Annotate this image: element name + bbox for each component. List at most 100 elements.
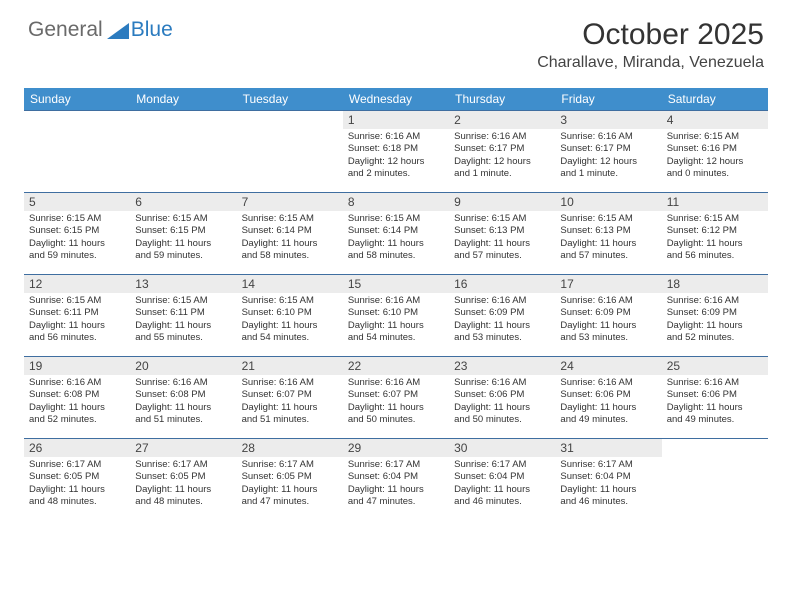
- day-info: Sunrise: 6:15 AMSunset: 6:16 PMDaylight:…: [662, 129, 768, 184]
- day-info: Sunrise: 6:15 AMSunset: 6:13 PMDaylight:…: [449, 211, 555, 266]
- day-info-line: Daylight: 11 hours: [242, 484, 338, 496]
- day-of-week-header: Friday: [555, 88, 661, 111]
- day-info-line: Sunrise: 6:16 AM: [560, 131, 656, 143]
- day-number: 7: [237, 193, 343, 211]
- day-info-line: Daylight: 11 hours: [560, 484, 656, 496]
- day-info-line: Sunset: 6:11 PM: [135, 307, 231, 319]
- day-info-line: Daylight: 11 hours: [667, 320, 763, 332]
- day-info-line: Daylight: 11 hours: [560, 402, 656, 414]
- day-info-line: Sunset: 6:17 PM: [560, 143, 656, 155]
- calendar-cell: 12Sunrise: 6:15 AMSunset: 6:11 PMDayligh…: [24, 275, 130, 357]
- day-info-line: and 57 minutes.: [454, 250, 550, 262]
- day-info-line: Sunrise: 6:16 AM: [348, 131, 444, 143]
- day-info-line: Sunrise: 6:15 AM: [135, 213, 231, 225]
- day-info-line: Sunset: 6:04 PM: [348, 471, 444, 483]
- calendar-cell: [662, 439, 768, 521]
- calendar-week-row: 1Sunrise: 6:16 AMSunset: 6:18 PMDaylight…: [24, 111, 768, 193]
- day-info-line: and 46 minutes.: [560, 496, 656, 508]
- calendar-cell: 31Sunrise: 6:17 AMSunset: 6:04 PMDayligh…: [555, 439, 661, 521]
- day-info-line: and 2 minutes.: [348, 168, 444, 180]
- day-number: 14: [237, 275, 343, 293]
- calendar-cell: 30Sunrise: 6:17 AMSunset: 6:04 PMDayligh…: [449, 439, 555, 521]
- day-number: 23: [449, 357, 555, 375]
- calendar-cell: [130, 111, 236, 193]
- day-info-line: Sunset: 6:18 PM: [348, 143, 444, 155]
- day-info-line: and 47 minutes.: [242, 496, 338, 508]
- calendar-week-row: 12Sunrise: 6:15 AMSunset: 6:11 PMDayligh…: [24, 275, 768, 357]
- day-info: Sunrise: 6:16 AMSunset: 6:10 PMDaylight:…: [343, 293, 449, 348]
- day-info: Sunrise: 6:17 AMSunset: 6:04 PMDaylight:…: [343, 457, 449, 512]
- day-info-line: Sunset: 6:06 PM: [454, 389, 550, 401]
- day-info: Sunrise: 6:15 AMSunset: 6:14 PMDaylight:…: [237, 211, 343, 266]
- day-info-line: Daylight: 11 hours: [454, 402, 550, 414]
- logo-text-blue: Blue: [131, 18, 173, 42]
- day-info-line: Sunrise: 6:15 AM: [135, 295, 231, 307]
- day-info-line: and 59 minutes.: [29, 250, 125, 262]
- day-info-line: Sunrise: 6:16 AM: [348, 295, 444, 307]
- day-info-line: Sunrise: 6:17 AM: [560, 459, 656, 471]
- day-info: Sunrise: 6:15 AMSunset: 6:11 PMDaylight:…: [24, 293, 130, 348]
- day-of-week-header: Saturday: [662, 88, 768, 111]
- day-info: Sunrise: 6:17 AMSunset: 6:05 PMDaylight:…: [130, 457, 236, 512]
- day-info-line: Sunrise: 6:15 AM: [29, 295, 125, 307]
- location-text: Charallave, Miranda, Venezuela: [537, 54, 764, 72]
- day-info: Sunrise: 6:16 AMSunset: 6:18 PMDaylight:…: [343, 129, 449, 184]
- day-info-line: Sunrise: 6:15 AM: [560, 213, 656, 225]
- day-info-line: Sunrise: 6:15 AM: [667, 213, 763, 225]
- day-number: 19: [24, 357, 130, 375]
- calendar-cell: 8Sunrise: 6:15 AMSunset: 6:14 PMDaylight…: [343, 193, 449, 275]
- calendar-cell: 9Sunrise: 6:15 AMSunset: 6:13 PMDaylight…: [449, 193, 555, 275]
- day-info-line: and 52 minutes.: [29, 414, 125, 426]
- calendar-cell: 15Sunrise: 6:16 AMSunset: 6:10 PMDayligh…: [343, 275, 449, 357]
- day-info-line: Daylight: 11 hours: [29, 402, 125, 414]
- day-info-line: Sunset: 6:04 PM: [454, 471, 550, 483]
- day-number: 27: [130, 439, 236, 457]
- day-info-line: and 48 minutes.: [29, 496, 125, 508]
- day-info: Sunrise: 6:17 AMSunset: 6:05 PMDaylight:…: [237, 457, 343, 512]
- calendar-cell: 24Sunrise: 6:16 AMSunset: 6:06 PMDayligh…: [555, 357, 661, 439]
- day-info-line: and 56 minutes.: [667, 250, 763, 262]
- day-info-line: and 53 minutes.: [560, 332, 656, 344]
- day-info-line: and 51 minutes.: [135, 414, 231, 426]
- day-info: Sunrise: 6:15 AMSunset: 6:13 PMDaylight:…: [555, 211, 661, 266]
- day-info-line: Sunset: 6:14 PM: [348, 225, 444, 237]
- calendar-cell: 23Sunrise: 6:16 AMSunset: 6:06 PMDayligh…: [449, 357, 555, 439]
- day-info-line: Sunrise: 6:16 AM: [348, 377, 444, 389]
- day-info-line: Sunrise: 6:17 AM: [29, 459, 125, 471]
- day-number: 10: [555, 193, 661, 211]
- calendar-cell: 26Sunrise: 6:17 AMSunset: 6:05 PMDayligh…: [24, 439, 130, 521]
- day-info-line: Sunrise: 6:17 AM: [135, 459, 231, 471]
- day-info-line: Daylight: 11 hours: [29, 238, 125, 250]
- calendar-cell: [24, 111, 130, 193]
- day-info-line: Daylight: 11 hours: [454, 238, 550, 250]
- day-info-line: Daylight: 11 hours: [348, 402, 444, 414]
- month-title: October 2025: [537, 18, 764, 52]
- calendar-cell: 18Sunrise: 6:16 AMSunset: 6:09 PMDayligh…: [662, 275, 768, 357]
- day-info-line: Sunset: 6:08 PM: [135, 389, 231, 401]
- day-info-line: and 53 minutes.: [454, 332, 550, 344]
- day-info: Sunrise: 6:16 AMSunset: 6:09 PMDaylight:…: [555, 293, 661, 348]
- day-info-line: Daylight: 11 hours: [560, 320, 656, 332]
- day-info-line: and 56 minutes.: [29, 332, 125, 344]
- calendar-cell: 20Sunrise: 6:16 AMSunset: 6:08 PMDayligh…: [130, 357, 236, 439]
- day-info-line: Sunset: 6:10 PM: [348, 307, 444, 319]
- day-info-line: Sunset: 6:05 PM: [135, 471, 231, 483]
- day-info-line: Sunset: 6:10 PM: [242, 307, 338, 319]
- day-info-line: Sunset: 6:09 PM: [454, 307, 550, 319]
- day-info-line: Sunrise: 6:16 AM: [560, 377, 656, 389]
- calendar-cell: 19Sunrise: 6:16 AMSunset: 6:08 PMDayligh…: [24, 357, 130, 439]
- day-number: 9: [449, 193, 555, 211]
- day-info: Sunrise: 6:16 AMSunset: 6:17 PMDaylight:…: [555, 129, 661, 184]
- day-info-line: Sunset: 6:07 PM: [348, 389, 444, 401]
- day-info-line: Sunset: 6:16 PM: [667, 143, 763, 155]
- logo-text-general: General: [28, 18, 103, 42]
- day-info-line: Sunset: 6:13 PM: [454, 225, 550, 237]
- day-info-line: Daylight: 11 hours: [29, 320, 125, 332]
- day-info: Sunrise: 6:16 AMSunset: 6:08 PMDaylight:…: [130, 375, 236, 430]
- day-number: 13: [130, 275, 236, 293]
- calendar-body: 1Sunrise: 6:16 AMSunset: 6:18 PMDaylight…: [24, 111, 768, 521]
- day-number: 21: [237, 357, 343, 375]
- day-info-line: Daylight: 11 hours: [454, 320, 550, 332]
- day-of-week-header: Wednesday: [343, 88, 449, 111]
- day-info-line: and 57 minutes.: [560, 250, 656, 262]
